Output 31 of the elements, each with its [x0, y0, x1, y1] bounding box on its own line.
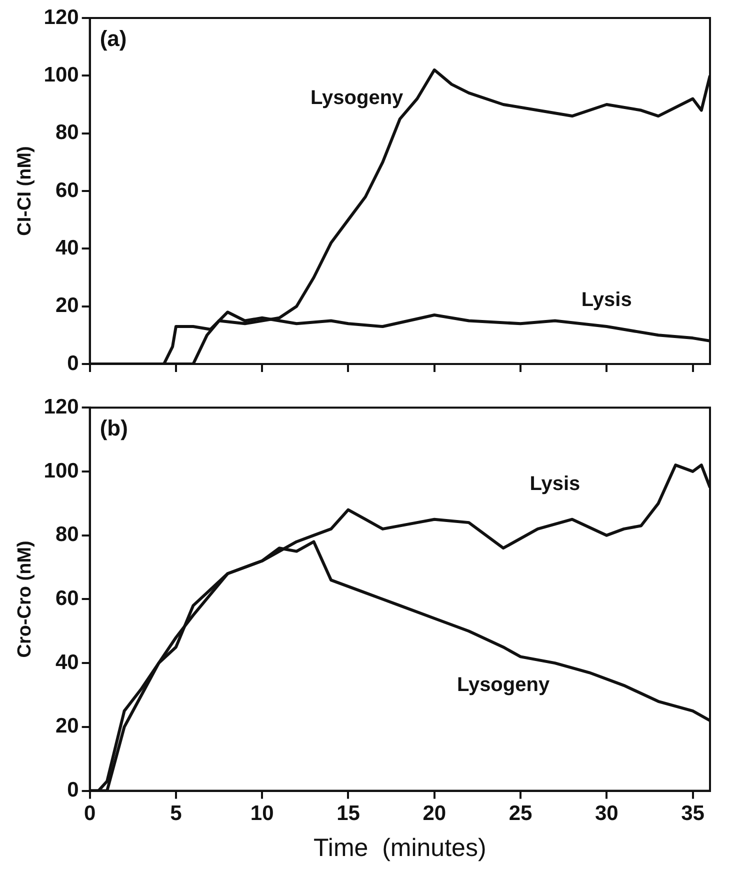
y-tick-label: 60: [55, 586, 79, 610]
y-tick-label: 120: [44, 395, 79, 418]
series-label: Lysis: [581, 289, 632, 312]
x-tick-label: 30: [594, 802, 618, 826]
y-tick-label: 20: [55, 714, 79, 738]
x-tick-label: 5: [170, 802, 182, 826]
y-tick-label: 40: [55, 236, 79, 260]
y-tick-label: 120: [44, 6, 79, 29]
x-axis-title: Time (minutes): [314, 834, 486, 862]
series-label: Lysogeny: [310, 87, 404, 110]
y-tick-label: 100: [44, 459, 79, 482]
x-tick-label: 10: [250, 802, 274, 826]
x-tick-label: 25: [508, 802, 533, 826]
y-tick-label: 20: [55, 294, 79, 318]
y-tick-label: 40: [55, 650, 79, 674]
y-tick-label: 100: [44, 63, 79, 86]
series-label: Lysis: [530, 472, 580, 495]
series-label: Lysogeny: [456, 674, 550, 696]
chart-title: (a): [100, 26, 127, 52]
x-tick-label: 15: [336, 802, 360, 826]
y-tick-label: 0: [67, 778, 79, 802]
x-tick-label: 0: [84, 802, 96, 826]
y-axis-title: CI-CI (nM): [14, 146, 36, 236]
y-tick-label: 80: [55, 523, 79, 546]
y-tick-label: 0: [67, 352, 79, 375]
x-tick-label: 20: [422, 802, 446, 826]
y-tick-label: 80: [55, 121, 79, 144]
chart-title: (b): [100, 416, 128, 441]
y-tick-label: 60: [55, 178, 79, 202]
x-tick-label: 35: [681, 802, 705, 826]
y-axis-title: Cro-Cro (nM): [14, 540, 36, 658]
